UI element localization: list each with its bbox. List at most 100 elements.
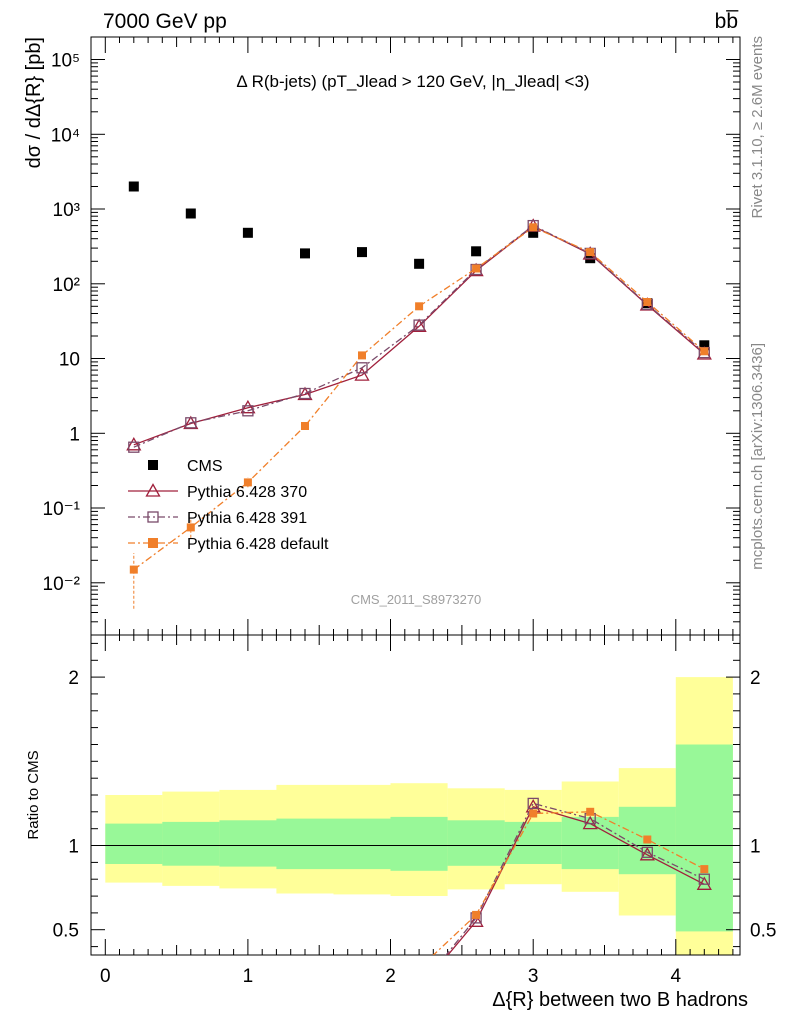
data-point-pythia-6-428-391 bbox=[242, 405, 254, 417]
data-point-pythia-6-428-default bbox=[586, 248, 595, 257]
legend-entry-pythia-6-428-370: Pythia 6.428 370 bbox=[128, 483, 307, 501]
legend-label: Pythia 6.428 391 bbox=[187, 510, 307, 527]
legend-marker bbox=[147, 511, 159, 523]
data-point-pythia-6-428-default bbox=[358, 351, 366, 360]
main-y-tick-label: 10² bbox=[53, 275, 80, 296]
data-point-cms bbox=[528, 227, 539, 238]
data-point-pythia-6-428-391 bbox=[185, 417, 197, 429]
x-axis-title: Δ{R} between two B hadrons bbox=[492, 989, 748, 1011]
ratio-point-pythia-6-428-391 bbox=[641, 846, 653, 858]
series-line bbox=[133, 226, 705, 571]
ratio-point-pythia-6-428-370 bbox=[468, 913, 484, 927]
main-y-tick-label: 10³ bbox=[53, 200, 80, 221]
ratio-band-inner-bin bbox=[561, 816, 619, 870]
legend-label: CMS bbox=[187, 458, 223, 475]
series-line bbox=[133, 224, 705, 448]
energy-label: 7000 GeV pp bbox=[103, 10, 227, 33]
main-y-tick-label: 10⁻¹ bbox=[43, 499, 81, 520]
ratio-line bbox=[445, 802, 705, 955]
process-label: bb̅ bbox=[715, 10, 740, 33]
x-tick-label: 1 bbox=[243, 966, 254, 987]
data-point-pythia-6-428-default bbox=[415, 302, 424, 311]
data-point-pythia-6-428-391 bbox=[128, 441, 140, 453]
legend-entry-pythia-6-428-391: Pythia 6.428 391 bbox=[128, 510, 307, 527]
main-y-tick-label: 10 bbox=[59, 350, 80, 371]
ratio-series-pythia-6-428-default bbox=[432, 807, 709, 955]
ratio-band-inner-bin bbox=[675, 744, 733, 932]
data-point-pythia-6-428-default bbox=[129, 565, 138, 574]
x-tick-label: 3 bbox=[528, 966, 539, 987]
mcplots-label: mcplots.cern.ch [arXiv:1306.3436] bbox=[749, 343, 766, 570]
legend: CMS Pythia 6.428 370 Pythia 6.428 391 Pythi… bbox=[128, 458, 329, 553]
ratio-point-pythia-6-428-default bbox=[586, 807, 595, 816]
series-pythia-6-428-370 bbox=[126, 218, 712, 451]
x-tick-label: 2 bbox=[385, 966, 396, 987]
main-y-tick-label: 10⁴ bbox=[51, 125, 80, 146]
series-line bbox=[133, 225, 705, 446]
ratio-y-tick-label-right: 2 bbox=[750, 668, 761, 689]
legend-marker bbox=[148, 538, 158, 548]
ratio-series-group bbox=[432, 797, 712, 955]
ratio-band-inner-bin bbox=[447, 820, 505, 866]
data-point-pythia-6-428-391 bbox=[299, 387, 311, 400]
data-point-pythia-6-428-default bbox=[700, 347, 709, 356]
data-point-cms bbox=[414, 258, 425, 269]
legend-label: Pythia 6.428 default bbox=[187, 536, 329, 553]
ratio-uncertainty-bands bbox=[105, 677, 733, 955]
ratio-point-pythia-6-428-391 bbox=[698, 873, 710, 885]
data-point-cms bbox=[699, 340, 710, 351]
ratio-point-pythia-6-428-default bbox=[700, 865, 709, 874]
ratio-point-pythia-6-428-391 bbox=[527, 797, 539, 810]
data-point-cms bbox=[471, 246, 482, 257]
ratio-point-pythia-6-428-default bbox=[643, 835, 652, 844]
data-point-pythia-6-428-370 bbox=[411, 318, 427, 332]
ratio-band-inner-bin bbox=[219, 820, 277, 867]
ratio-y-tick-label-right: 0.5 bbox=[750, 921, 776, 942]
legend-label: Pythia 6.428 370 bbox=[187, 484, 307, 501]
main-axes: 10⁻² 10⁻¹ 1 10 10² 10³ 10⁴ 10⁵ bbox=[43, 36, 740, 636]
ratio-band-inner-bin bbox=[276, 818, 334, 870]
data-point-pythia-6-428-default bbox=[643, 298, 652, 306]
analysis-id: CMS_2011_S8973270 bbox=[351, 592, 482, 607]
data-point-cms bbox=[242, 227, 253, 238]
plot-title: Δ R(b-jets) (pT_Jlead > 120 GeV, |η_Jlea… bbox=[236, 72, 589, 91]
main-series-group bbox=[126, 181, 712, 609]
ratio-band-inner-bin bbox=[504, 821, 562, 864]
main-y-axis-title: dσ / dΔ{R} [pb] bbox=[23, 37, 45, 168]
ratio-band-inner-bin bbox=[333, 818, 391, 870]
x-tick-label: 4 bbox=[671, 966, 682, 987]
ratio-axes: 0 1 2 3 4 0.5 0.5 1 1 2 2 bbox=[53, 635, 776, 987]
data-point-cms bbox=[300, 248, 310, 259]
legend-entry-cms: CMS bbox=[148, 458, 223, 475]
ratio-y-axis-title: Ratio to CMS bbox=[25, 750, 42, 839]
data-point-pythia-6-428-391 bbox=[356, 362, 368, 374]
data-point-pythia-6-428-default bbox=[186, 523, 195, 532]
ratio-y-tick-label-right: 1 bbox=[750, 837, 761, 858]
data-point-cms bbox=[128, 181, 139, 192]
ratio-band-inner-bin bbox=[162, 821, 220, 866]
legend-marker bbox=[148, 460, 158, 470]
ratio-y-tick-label: 1 bbox=[68, 837, 79, 858]
ratio-line bbox=[447, 806, 705, 955]
data-point-pythia-6-428-391 bbox=[413, 319, 425, 331]
data-point-pythia-6-428-default bbox=[301, 422, 309, 430]
ratio-point-pythia-6-428-default bbox=[472, 910, 481, 919]
series-pythia-6-428-391 bbox=[128, 219, 710, 453]
data-point-pythia-6-428-370 bbox=[126, 436, 142, 451]
data-point-cms bbox=[185, 208, 196, 219]
main-y-tick-label: 10⁻² bbox=[43, 574, 81, 595]
data-point-pythia-6-428-default bbox=[243, 478, 252, 487]
x-tick-label: 0 bbox=[100, 966, 111, 987]
series-cms bbox=[128, 181, 710, 351]
ratio-point-pythia-6-428-default bbox=[529, 809, 538, 818]
data-point-pythia-6-428-370 bbox=[240, 399, 256, 414]
main-y-tick-label: 1 bbox=[69, 424, 80, 445]
ratio-band-inner-bin bbox=[105, 823, 163, 864]
data-point-pythia-6-428-default bbox=[472, 264, 481, 273]
ratio-y-tick-label: 2 bbox=[68, 668, 79, 689]
main-y-tick-label: 10⁵ bbox=[51, 51, 80, 72]
data-point-pythia-6-428-370 bbox=[297, 386, 313, 401]
ratio-band-inner-bin bbox=[390, 816, 448, 871]
data-point-pythia-6-428-370 bbox=[354, 367, 370, 381]
